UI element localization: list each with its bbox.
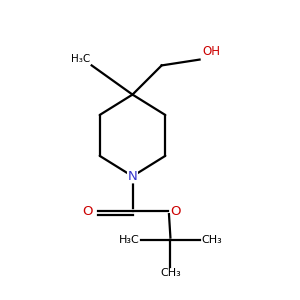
Text: H₃C: H₃C [71,54,90,64]
Text: OH: OH [202,45,220,58]
Text: H₃C: H₃C [119,236,140,245]
Text: CH₃: CH₃ [201,236,222,245]
Text: N: N [128,170,137,183]
Text: O: O [82,205,93,218]
Text: CH₃: CH₃ [160,268,181,278]
Text: O: O [170,205,181,218]
